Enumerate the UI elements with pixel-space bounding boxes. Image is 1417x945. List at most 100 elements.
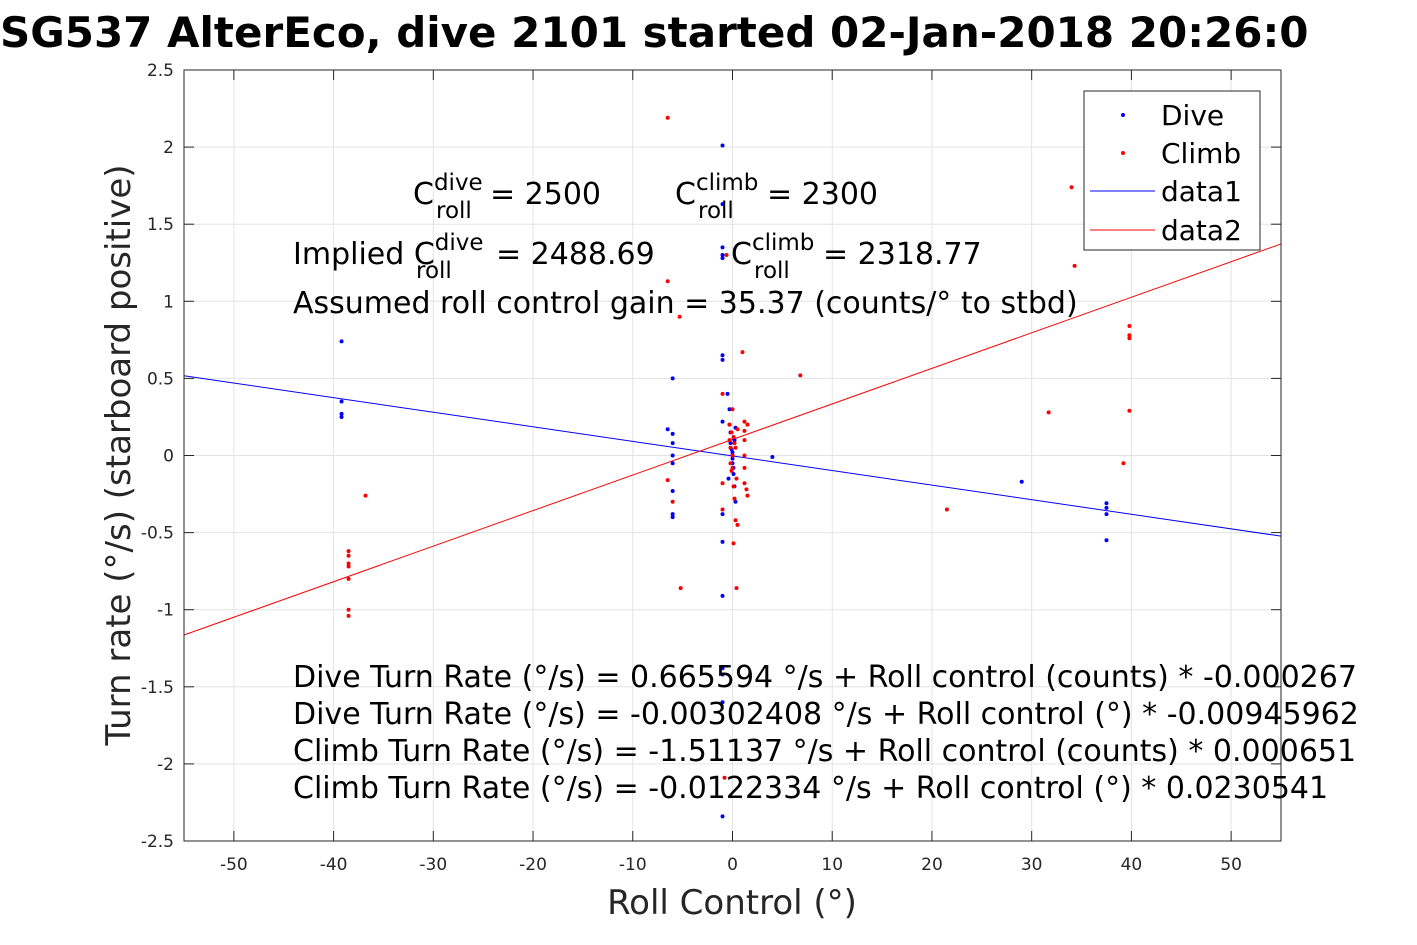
y-tick-label: 2 bbox=[163, 138, 174, 158]
implied-dive-value: = 2488.69 bbox=[496, 237, 655, 272]
legend-climb-label: Climb bbox=[1161, 137, 1241, 170]
climb-point bbox=[724, 253, 729, 258]
data2-fit-line bbox=[183, 243, 1282, 636]
x-tick-label: 20 bbox=[921, 855, 943, 875]
climb-point bbox=[742, 453, 747, 458]
climb-point bbox=[665, 279, 670, 284]
c-roll-dive-annotation: Cdive roll = 2500 bbox=[413, 170, 601, 224]
dive-point bbox=[720, 539, 725, 544]
x-tick-label: -30 bbox=[419, 855, 447, 875]
climb-point bbox=[1072, 263, 1077, 268]
c-climb-superscript: climb bbox=[696, 170, 758, 196]
dive-degrees-equation: Dive Turn Rate (°/s) = -0.00302408 °/s +… bbox=[293, 697, 1359, 732]
dive-point bbox=[720, 353, 725, 358]
x-tick-label: -50 bbox=[220, 855, 248, 875]
x-tick-label: -10 bbox=[619, 855, 647, 875]
implied-climb-superscript: climb bbox=[752, 230, 814, 256]
climb-point bbox=[798, 373, 803, 378]
climb-point bbox=[730, 407, 735, 412]
dive-point bbox=[670, 431, 675, 436]
climb-point bbox=[1127, 323, 1132, 328]
c-climb-value: = 2300 bbox=[767, 177, 878, 212]
implied-climb-symbol: C bbox=[731, 237, 752, 272]
climb-point bbox=[346, 564, 351, 569]
c-climb-symbol: C bbox=[675, 177, 696, 212]
climb-point bbox=[734, 476, 739, 481]
climb-point bbox=[1127, 408, 1132, 413]
implied-dive-subscript: roll bbox=[416, 258, 452, 284]
dive-point bbox=[670, 461, 675, 466]
dive-point bbox=[720, 143, 725, 148]
y-tick-label: 2.5 bbox=[147, 61, 174, 81]
x-tick-label: 40 bbox=[1121, 855, 1143, 875]
dive-point bbox=[670, 488, 675, 493]
x-tick-label: 0 bbox=[727, 855, 738, 875]
climb-point bbox=[346, 561, 351, 566]
dive-point bbox=[726, 476, 731, 481]
x-tick-label: 10 bbox=[821, 855, 843, 875]
climb-point bbox=[742, 428, 747, 433]
dive-point bbox=[670, 512, 675, 517]
dive-point bbox=[1104, 512, 1109, 517]
climb-point bbox=[346, 576, 351, 581]
dive-point bbox=[725, 391, 730, 396]
climb-point bbox=[745, 422, 750, 427]
dive-point bbox=[1104, 538, 1109, 543]
svg-text:Cclimb: Cclimb bbox=[731, 230, 814, 272]
x-axis-label: Roll Control (°) bbox=[607, 883, 857, 923]
legend: Dive Climb data1 data2 bbox=[1083, 90, 1261, 251]
legend-data1-label: data1 bbox=[1161, 175, 1242, 208]
x-tick-label: 50 bbox=[1220, 855, 1242, 875]
climb-point bbox=[728, 445, 733, 450]
climb-point bbox=[742, 419, 747, 424]
climb-point bbox=[1127, 336, 1132, 341]
svg-text:Cdive: Cdive bbox=[413, 170, 483, 212]
dive-point bbox=[1104, 501, 1109, 506]
climb-point bbox=[727, 438, 732, 443]
climb-point bbox=[346, 613, 351, 618]
dive-point bbox=[720, 814, 725, 819]
climb-point bbox=[670, 499, 675, 504]
dive-point bbox=[665, 427, 670, 432]
climb-point bbox=[742, 465, 747, 470]
c-climb-subscript: roll bbox=[698, 198, 734, 224]
climb-counts-equation: Climb Turn Rate (°/s) = -1.51137 °/s + R… bbox=[293, 734, 1356, 769]
dive-point bbox=[339, 399, 344, 404]
c-dive-subscript: roll bbox=[436, 198, 472, 224]
climb-point bbox=[731, 484, 736, 489]
svg-text:Implied Cdive: Implied Cdive bbox=[293, 230, 484, 272]
svg-text:Cclimb: Cclimb bbox=[675, 170, 758, 212]
dive-point bbox=[1104, 505, 1109, 510]
x-tick-label: -40 bbox=[320, 855, 348, 875]
dive-point bbox=[770, 455, 775, 460]
dive-point bbox=[670, 453, 675, 458]
climb-point bbox=[722, 775, 727, 780]
dive-point bbox=[670, 441, 675, 446]
y-tick-label: 0.5 bbox=[147, 369, 174, 389]
climb-point bbox=[720, 391, 725, 396]
y-tick-label: -0.5 bbox=[141, 524, 174, 544]
scatter-points bbox=[339, 115, 1132, 819]
y-tick-label: -2.5 bbox=[141, 832, 174, 852]
climb-point bbox=[346, 553, 351, 558]
dive-point bbox=[670, 376, 675, 381]
climb-point bbox=[745, 493, 750, 498]
climb-point bbox=[728, 461, 733, 466]
climb-point bbox=[677, 314, 682, 319]
dive-point bbox=[732, 438, 737, 443]
climb-point bbox=[729, 430, 734, 435]
dive-point bbox=[730, 456, 735, 461]
dive-point bbox=[720, 202, 725, 207]
climb-point bbox=[944, 507, 949, 512]
y-tick-label: 0 bbox=[163, 447, 174, 467]
climb-point bbox=[734, 586, 739, 591]
climb-point bbox=[733, 445, 738, 450]
climb-point bbox=[735, 522, 740, 527]
climb-point bbox=[665, 115, 670, 120]
implied-climb-subscript: roll bbox=[754, 258, 790, 284]
y-tick-label: -2 bbox=[157, 755, 174, 775]
climb-point bbox=[730, 465, 735, 470]
climb-point bbox=[729, 468, 734, 473]
legend-dive-label: Dive bbox=[1161, 99, 1224, 132]
